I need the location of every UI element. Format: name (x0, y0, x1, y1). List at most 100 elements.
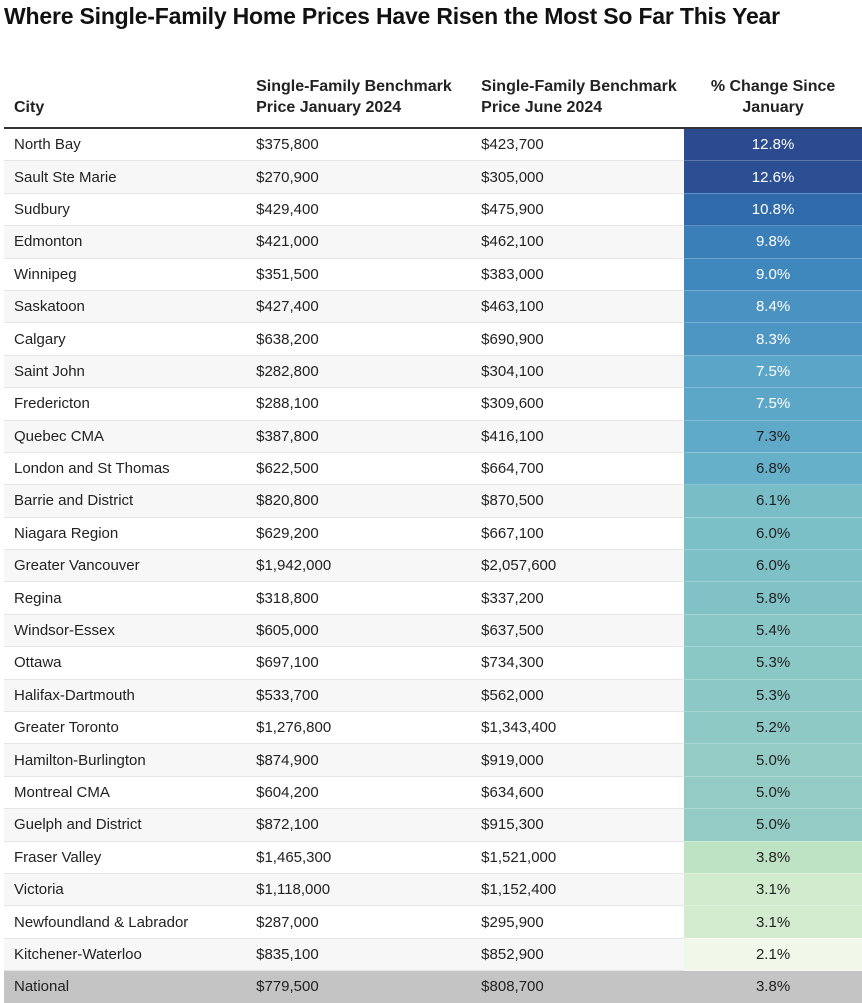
cell: Niagara Region (4, 517, 247, 551)
cell: $305,000 (471, 160, 685, 194)
table-row: Victoria $1,118,000 $1,152,400 3.1% (4, 873, 862, 907)
cell: $282,800 (246, 355, 472, 389)
percent-cell: 8.4% (684, 290, 862, 324)
cell: $475,900 (471, 193, 685, 227)
cell: $309,600 (471, 387, 685, 421)
table-row: Kitchener-Waterloo $835,100 $852,900 2.1% (4, 938, 862, 972)
cell: Montreal CMA (4, 776, 247, 810)
table-row: North Bay $375,800 $423,700 12.8% (4, 128, 862, 162)
table-row: Newfoundland & Labrador $287,000 $295,900 3… (4, 905, 862, 939)
percent-cell: 6.8% (684, 452, 862, 486)
percent-cell: 3.8% (684, 841, 862, 874)
table-row: Montreal CMA $604,200 $634,600 5.0% (4, 776, 862, 810)
percent-cell: 2.1% (684, 938, 862, 972)
percent-cell: 9.0% (684, 258, 862, 291)
percent-cell: 10.8% (684, 193, 862, 227)
cell: $872,100 (246, 808, 472, 842)
price-table: City Single-Family Benchmark Price Januar… (4, 55, 862, 1003)
cell: $629,200 (246, 517, 472, 551)
cell: $421,000 (246, 225, 472, 259)
cell: $1,343,400 (471, 711, 685, 745)
cell: $638,200 (246, 322, 472, 356)
percent-cell: 12.6% (684, 160, 862, 194)
table-row: Windsor-Essex $605,000 $637,500 5.4% (4, 614, 862, 648)
percent-cell: 7.3% (684, 420, 862, 453)
cell: Saskatoon (4, 290, 247, 324)
column-header: % Change Since January (684, 55, 862, 129)
table-body: North Bay $375,800 $423,700 12.8% Sault Ste … (4, 128, 862, 1003)
cell: $423,700 (471, 128, 685, 162)
cell: Victoria (4, 873, 247, 907)
cell: $1,152,400 (471, 873, 685, 907)
column-header: Single-Family Benchmark Price January 20… (246, 55, 472, 129)
cell: $734,300 (471, 646, 685, 680)
table-row: Halifax-Dartmouth $533,700 $562,000 5.3% (4, 679, 862, 713)
table-row: Greater Toronto $1,276,800 $1,343,400 5.2% (4, 711, 862, 745)
cell: Halifax-Dartmouth (4, 679, 247, 713)
cell: North Bay (4, 128, 247, 162)
cell: $337,200 (471, 581, 685, 615)
cell: $463,100 (471, 290, 685, 324)
cell: Newfoundland & Labrador (4, 905, 247, 939)
cell: Ottawa (4, 646, 247, 680)
cell: $1,465,300 (246, 841, 472, 874)
cell: $664,700 (471, 452, 685, 486)
cell: Hamilton-Burlington (4, 743, 247, 777)
table-row: Hamilton-Burlington $874,900 $919,000 5.0% (4, 743, 862, 777)
cell: $533,700 (246, 679, 472, 713)
cell: $690,900 (471, 322, 685, 356)
percent-cell: 9.8% (684, 225, 862, 259)
percent-cell: 7.5% (684, 387, 862, 421)
cell: Saint John (4, 355, 247, 389)
table-row: Niagara Region $629,200 $667,100 6.0% (4, 517, 862, 551)
cell: $562,000 (471, 679, 685, 713)
cell: $416,100 (471, 420, 685, 453)
percent-cell: 7.5% (684, 355, 862, 389)
cell: $351,500 (246, 258, 472, 291)
table-row: Winnipeg $351,500 $383,000 9.0% (4, 258, 862, 291)
cell: Greater Vancouver (4, 549, 247, 583)
cell: $667,100 (471, 517, 685, 551)
table-row: Saint John $282,800 $304,100 7.5% (4, 355, 862, 389)
cell: $605,000 (246, 614, 472, 648)
cell: $304,100 (471, 355, 685, 389)
cell: $835,100 (246, 938, 472, 972)
table-row: Greater Vancouver $1,942,000 $2,057,600 6.0… (4, 549, 862, 583)
percent-cell: 5.8% (684, 581, 862, 615)
cell: $820,800 (246, 484, 472, 518)
cell: $874,900 (246, 743, 472, 777)
cell: $1,118,000 (246, 873, 472, 907)
table-row: Quebec CMA $387,800 $416,100 7.3% (4, 420, 862, 453)
percent-cell: 3.1% (684, 905, 862, 939)
table-row: Barrie and District $820,800 $870,500 6.1% (4, 484, 862, 518)
table-header: City Single-Family Benchmark Price Januar… (4, 55, 862, 129)
cell: $2,057,600 (471, 549, 685, 583)
cell: London and St Thomas (4, 452, 247, 486)
cell: Winnipeg (4, 258, 247, 291)
cell: Barrie and District (4, 484, 247, 518)
cell: $288,100 (246, 387, 472, 421)
cell: $383,000 (471, 258, 685, 291)
cell: Calgary (4, 322, 247, 356)
cell: $604,200 (246, 776, 472, 810)
cell: $1,276,800 (246, 711, 472, 745)
table-row: Regina $318,800 $337,200 5.8% (4, 581, 862, 615)
cell: $637,500 (471, 614, 685, 648)
percent-cell: 5.4% (684, 614, 862, 648)
cell: $697,100 (246, 646, 472, 680)
cell: $915,300 (471, 808, 685, 842)
percent-cell: 5.0% (684, 808, 862, 842)
table-row: Calgary $638,200 $690,900 8.3% (4, 322, 862, 356)
cell: $462,100 (471, 225, 685, 259)
percent-cell: 6.1% (684, 484, 862, 518)
percent-cell: 5.0% (684, 776, 862, 810)
percent-cell: 5.2% (684, 711, 862, 745)
cell: $622,500 (246, 452, 472, 486)
table-row: Sault Ste Marie $270,900 $305,000 12.6% (4, 160, 862, 194)
cell: $318,800 (246, 581, 472, 615)
percent-cell: 8.3% (684, 322, 862, 356)
header-row: City Single-Family Benchmark Price Januar… (4, 55, 862, 129)
table-row: Fredericton $288,100 $309,600 7.5% (4, 387, 862, 421)
cell: Quebec CMA (4, 420, 247, 453)
cell: $634,600 (471, 776, 685, 810)
